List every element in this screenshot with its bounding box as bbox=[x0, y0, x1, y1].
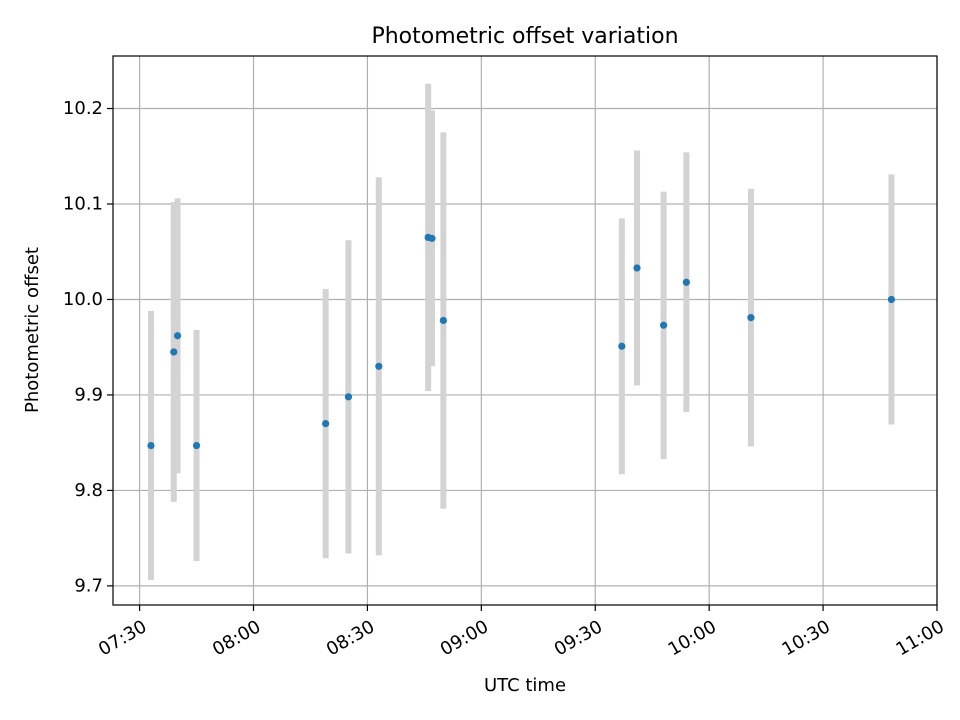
y-tick-label: 9.7 bbox=[74, 575, 103, 596]
data-point bbox=[428, 234, 436, 242]
y-tick-label: 10.2 bbox=[63, 98, 103, 119]
x-axis-label: UTC time bbox=[484, 675, 566, 696]
plot-frame bbox=[112, 55, 938, 606]
y-tick-label: 10.0 bbox=[63, 289, 103, 310]
data-point bbox=[747, 314, 755, 322]
data-point bbox=[659, 321, 668, 329]
data-point bbox=[887, 295, 896, 304]
data-point bbox=[682, 278, 690, 286]
data-point bbox=[173, 332, 182, 340]
data-point bbox=[375, 362, 383, 370]
data-point bbox=[170, 348, 178, 356]
data-point bbox=[192, 441, 201, 450]
chart-title: Photometric offset variation bbox=[371, 24, 678, 49]
y-axis-label: Photometric offset bbox=[22, 247, 43, 413]
data-point bbox=[322, 419, 330, 428]
y-axis-ticks: 9.7 9.8 9.9 10.0 10.1 10.2 bbox=[63, 98, 113, 596]
y-tick-label: 9.9 bbox=[74, 384, 103, 405]
data-point bbox=[618, 342, 626, 350]
y-tick-label: 10.1 bbox=[63, 193, 103, 214]
data-point bbox=[147, 441, 155, 450]
data-point bbox=[633, 264, 641, 272]
data-points bbox=[147, 233, 896, 450]
y-tick-label: 9.8 bbox=[74, 480, 103, 501]
data-point bbox=[344, 393, 353, 401]
data-point bbox=[439, 316, 447, 325]
